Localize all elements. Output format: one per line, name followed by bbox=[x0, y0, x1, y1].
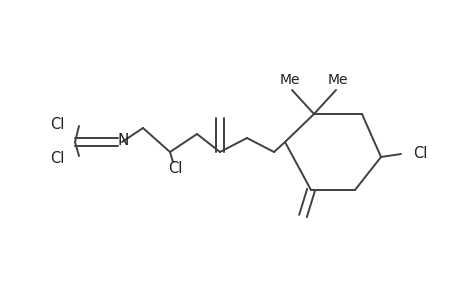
Text: Me: Me bbox=[279, 73, 300, 87]
Text: Me: Me bbox=[327, 73, 347, 87]
Text: Cl: Cl bbox=[50, 116, 65, 131]
Text: N: N bbox=[118, 133, 129, 148]
Text: Cl: Cl bbox=[50, 151, 65, 166]
Text: Cl: Cl bbox=[412, 146, 426, 160]
Text: Cl: Cl bbox=[168, 160, 182, 175]
